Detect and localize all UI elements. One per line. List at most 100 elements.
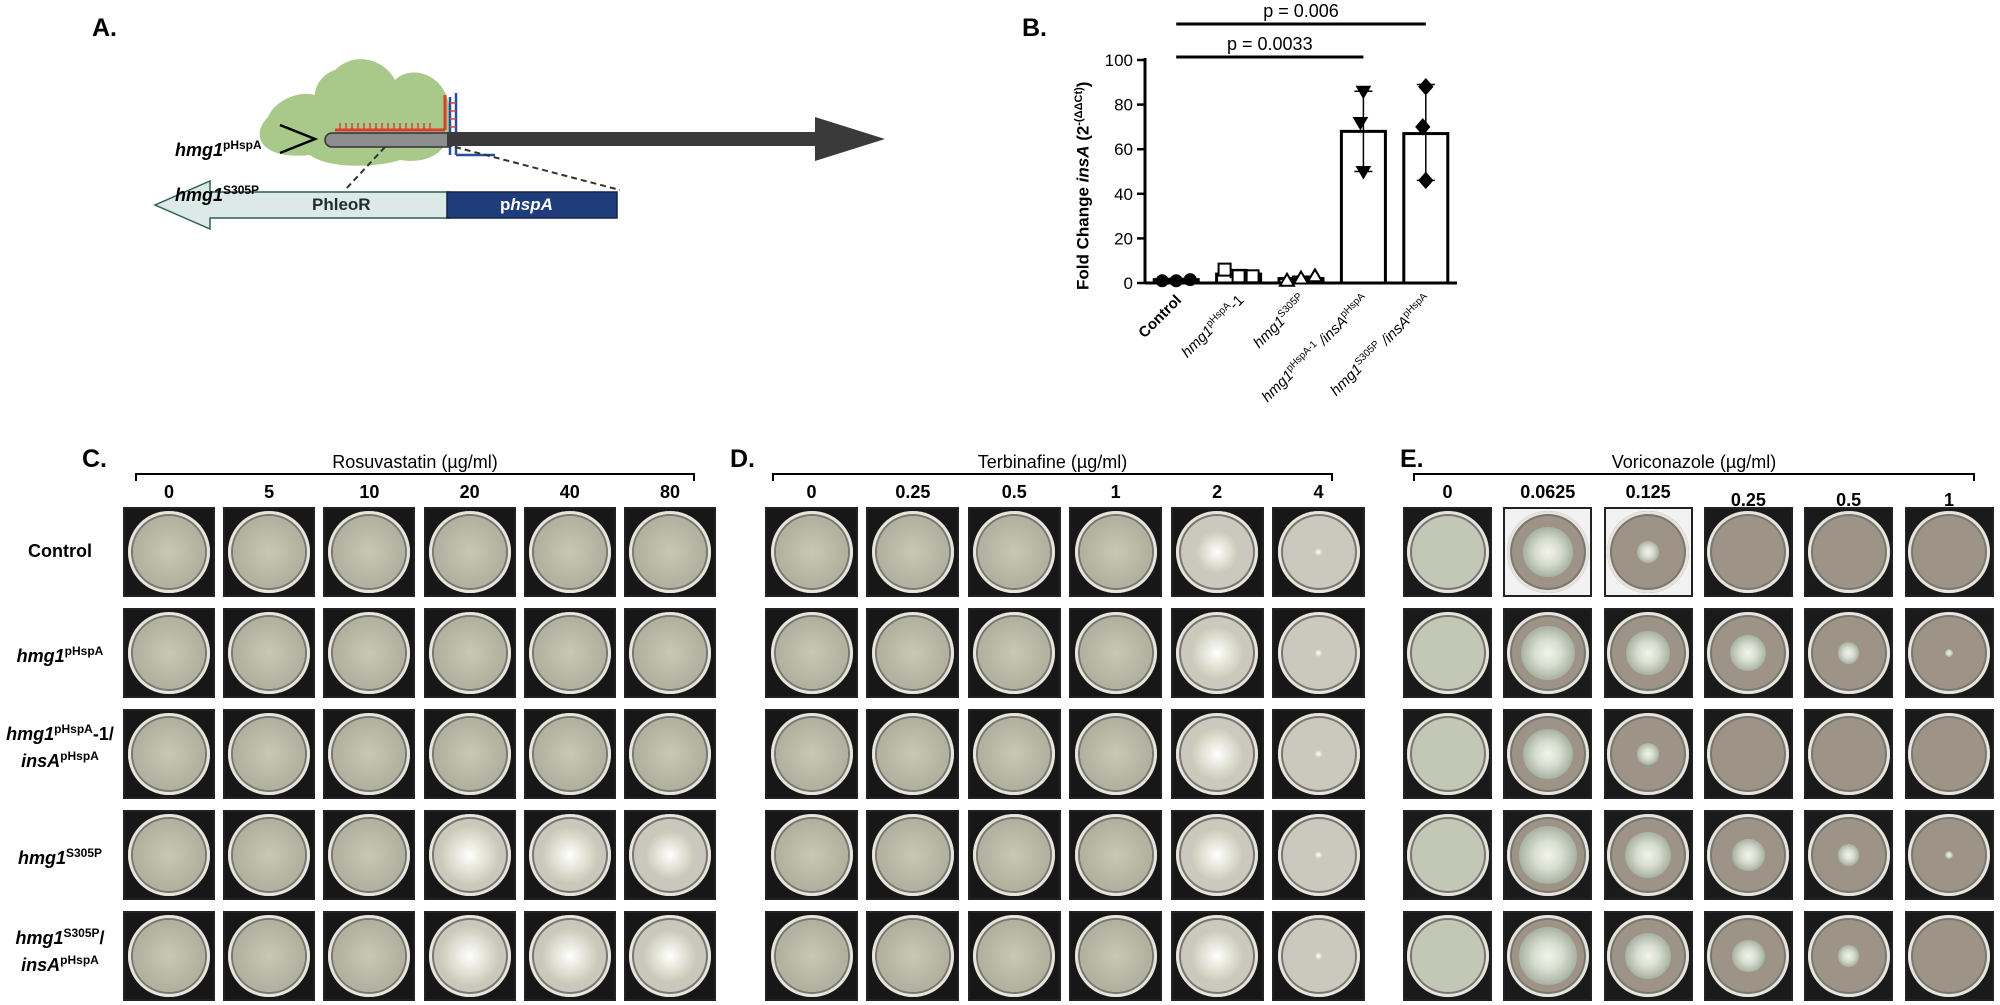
agar-plate [1904,911,1994,1001]
point [1355,166,1372,180]
phleor-arrow [153,179,451,231]
label-hmg1-phspa: hmg1pHspA [175,138,262,160]
agar-plate [1904,507,1994,597]
fungal-colony [533,516,606,588]
fungal-colony [634,516,706,588]
concentration-label: 0.25 [895,482,931,502]
fungal-colony [1079,920,1152,992]
agar-plate [1069,608,1163,698]
agar-plate [423,911,516,1001]
agar-plate [223,911,316,1001]
agar-plate [123,709,215,799]
fungal-colony [1079,617,1152,689]
agar-plate [1703,911,1793,1001]
fungal-colony [634,617,706,689]
fungal-colony [1518,927,1577,985]
agar-plate [1503,810,1593,900]
agar-plate [866,608,960,698]
agar-plate [523,810,616,900]
agar-plate [967,507,1061,597]
agar-plate [967,608,1061,698]
fungal-colony [133,718,205,790]
panel-c-letter: C. [82,445,107,473]
fungal-colony [133,920,205,992]
agar-plate [223,507,316,597]
point [1278,271,1296,287]
fungal-colony [433,718,506,790]
label-phleor: PhleoR [312,195,371,214]
panel-d-letter: D. [730,445,755,473]
agar-plate [1904,810,1994,900]
agar-plate [223,810,316,900]
agar-plate [1170,608,1264,698]
fungal-colony [1732,838,1765,872]
panel-d-bracket [772,473,1333,481]
agar-plate [1804,507,1894,597]
concentration-label: 10 [359,482,380,502]
agar-plate [1603,810,1693,900]
fungal-colony [876,920,949,992]
concentration-label: 80 [659,482,681,502]
agar-plate [1804,810,1894,900]
fungal-colony [1314,850,1323,860]
fungal-colony [1637,541,1659,563]
agar-plate [523,911,616,1001]
agar-plate [866,911,960,1001]
concentration-label: 1 [1943,490,1954,510]
fungal-colony [978,819,1051,891]
fungal-colony [1079,819,1152,891]
y-tick-label: 60 [1114,140,1133,159]
fungal-colony [1522,526,1573,578]
agar-plate [1272,608,1365,698]
x-tick-label-2: hmg1S305P [1249,291,1310,352]
point [1292,269,1310,285]
agar-plate [1804,911,1894,1001]
agar-plate [1703,608,1793,698]
point [1418,78,1434,96]
agar-plate [1272,911,1365,1001]
x-tick-label-1: hmg1pHspA-1 [1178,291,1248,361]
fungal-colony [540,927,599,985]
agar-plate [967,709,1061,799]
fungal-colony [1079,516,1152,588]
fungal-colony [876,516,949,588]
fungal-colony [1837,945,1860,967]
concentration-label: 0.125 [1625,482,1671,502]
point [1217,262,1232,277]
fungal-colony [1411,718,1484,790]
fungal-colony [775,819,848,891]
agar-plate [765,709,858,799]
concentration-label: 20 [459,482,480,502]
insA-arrow [447,117,885,161]
agar-plate [1703,709,1793,799]
agar-plate [1069,810,1163,900]
panel-b-letter: B. [1022,14,1047,42]
fungal-colony [233,819,306,891]
fungal-colony [1730,635,1767,671]
panel-e-letter: E. [1400,445,1424,473]
agar-plate [523,507,616,597]
agar-plate [624,911,716,1001]
fungal-colony [1190,626,1245,680]
agar-plate [624,810,716,900]
agar-plate [1069,911,1163,1001]
petri-dish [1707,713,1790,795]
fungal-colony [233,617,306,689]
fungal-colony [1190,929,1245,983]
agar-plate [323,608,416,698]
agar-plate [123,507,215,597]
agar-plate [624,608,716,698]
label-hmg1-s305p: hmg1S305P [175,183,260,205]
fungal-colony [333,819,406,891]
agar-plate [1703,507,1793,597]
label-phspa: phspA [500,195,553,214]
agar-plate [1503,507,1593,597]
fungal-colony [1732,939,1765,973]
fungal-colony [1626,631,1670,675]
strain-label-0: Control [28,541,92,561]
point [1245,269,1260,284]
point [1352,116,1369,131]
fungal-colony [133,516,205,588]
fungal-colony [876,819,949,891]
